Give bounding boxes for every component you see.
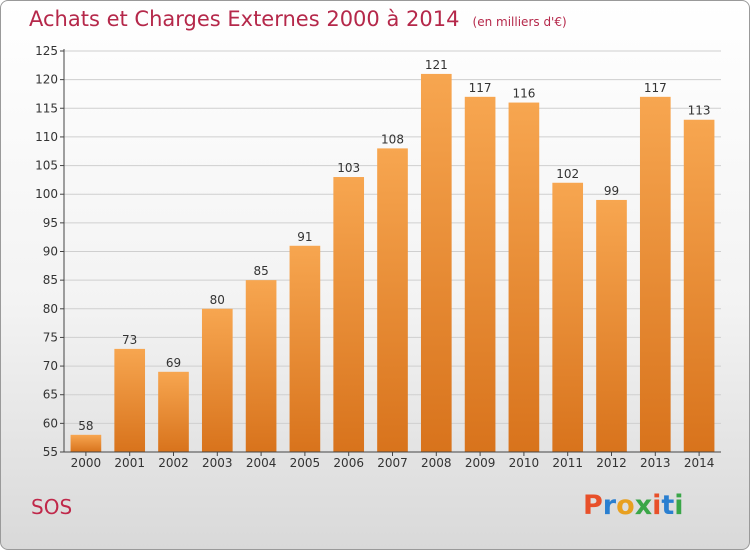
bar-2005 [289,245,321,452]
x-tick-label-2001: 2001 [114,456,145,470]
bar-2013 [639,96,671,452]
proxiti-logo: Proxiti [583,490,684,521]
axes [60,49,721,456]
y-tick-label: 95 [43,216,58,230]
logo-letter: o [616,490,635,521]
x-tick-label-2012: 2012 [596,456,627,470]
y-tick-label: 120 [35,73,58,87]
data-label-2010: 116 [512,87,535,101]
labels: 55 60 65 70 75 80 85 90 95 100 105 110 115 120 125 58 20… [35,44,714,470]
logo-letter: t [661,490,675,521]
data-label-2002: 69 [166,356,181,370]
y-tick-label: 60 [43,416,58,430]
bar-2012 [596,199,627,452]
data-label-2001: 73 [122,333,137,347]
bar-2008 [420,73,452,453]
x-tick-label-2006: 2006 [333,456,364,470]
data-label-2011: 102 [556,167,579,181]
y-tick-label: 115 [35,101,58,115]
data-label-2003: 80 [210,293,225,307]
bar-2009 [464,96,496,452]
logo-letter: i [652,490,662,521]
logo-letter: P [583,490,603,521]
x-tick-label-2010: 2010 [509,456,540,470]
data-label-2006: 103 [337,161,360,175]
x-tick-label-2007: 2007 [377,456,408,470]
y-tick-label: 70 [43,359,58,373]
bar-2003 [201,308,233,452]
y-tick-label: 90 [43,245,58,259]
y-tick-label: 65 [43,388,58,402]
y-tick-label: 80 [43,302,58,316]
bar-2002 [158,371,189,452]
data-label-2013: 117 [644,81,667,95]
x-tick-label-2004: 2004 [246,456,277,470]
data-label-2000: 58 [78,419,93,433]
bars [70,73,715,453]
bar-2006 [333,177,365,452]
data-label-2005: 91 [297,230,312,244]
logo-letter: x [634,490,653,521]
x-tick-label-2008: 2008 [421,456,452,470]
logo-letter: i [674,490,684,521]
data-label-2014: 113 [688,104,711,118]
x-tick-label-2003: 2003 [202,456,233,470]
bar-2014 [683,119,715,452]
data-label-2009: 117 [469,81,492,95]
y-tick-label: 55 [43,445,58,459]
y-tick-label: 85 [43,273,58,287]
x-tick-label-2013: 2013 [640,456,671,470]
data-label-2012: 99 [604,184,619,198]
place-name: SOS [31,495,73,519]
title-row: Achats et Charges Externes 2000 à 2014 (… [29,7,567,31]
y-tick-label: 75 [43,330,58,344]
data-label-2007: 108 [381,132,404,146]
bar-2010 [508,102,540,453]
x-tick-label-2011: 2011 [552,456,583,470]
y-tick-label: 105 [35,159,58,173]
chart-title: Achats et Charges Externes 2000 à 2014 [29,7,460,31]
bar-2011 [552,182,584,452]
x-tick-label-2000: 2000 [71,456,102,470]
chart-subtitle: (en milliers d'€) [472,15,567,29]
logo-letter: r [602,490,617,521]
y-tick-label: 100 [35,187,58,201]
x-tick-label-2014: 2014 [684,456,715,470]
data-label-2008: 121 [425,58,448,72]
x-tick-label-2009: 2009 [465,456,496,470]
bar-2007 [377,148,408,452]
bar-2000 [70,434,102,452]
y-tick-label: 110 [35,130,58,144]
y-tick-label: 125 [35,44,58,58]
data-label-2004: 85 [253,264,268,278]
x-tick-label-2005: 2005 [290,456,321,470]
x-tick-label-2002: 2002 [158,456,189,470]
bar-2001 [114,348,146,452]
bar-2004 [245,280,277,452]
